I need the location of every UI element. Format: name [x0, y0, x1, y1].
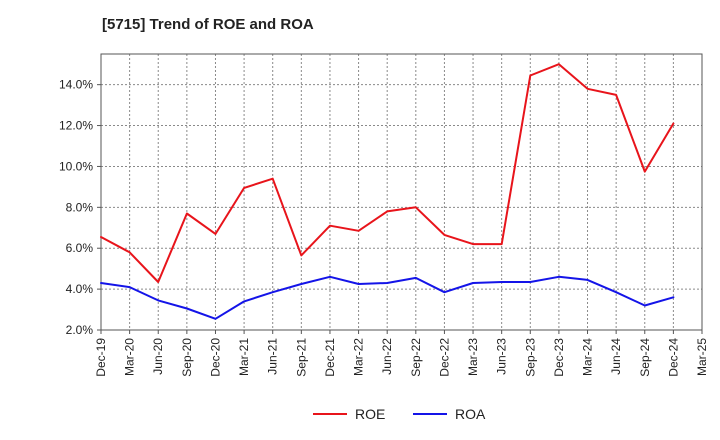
x-tick-label: Sep-22: [409, 338, 423, 377]
series-lines: [100, 63, 675, 320]
y-tick-label: 10.0%: [59, 159, 93, 173]
legend-label-roa: ROA: [455, 406, 486, 422]
chart-title: [5715] Trend of ROE and ROA: [102, 16, 314, 33]
x-tick-label: Sep-20: [180, 338, 194, 377]
x-tick-label: Jun-21: [266, 338, 280, 375]
x-tick-label: Mar-20: [123, 338, 137, 376]
x-tick-label: Mar-21: [237, 338, 251, 376]
x-tick-label: Dec-23: [552, 338, 566, 377]
x-tick-label: Dec-20: [208, 338, 222, 377]
y-tick-label: 2.0%: [66, 323, 94, 337]
y-axis: 2.0% 4.0% 6.0% 8.0% 10.0% 12.0% 14.0%: [59, 78, 101, 337]
x-tick-label: Jun-22: [380, 338, 394, 375]
y-tick-label: 4.0%: [66, 282, 94, 296]
plot-area: [100, 53, 703, 331]
y-tick-label: 14.0%: [59, 78, 93, 92]
x-tick-label: Sep-24: [638, 338, 652, 377]
x-tick-label: Mar-24: [581, 338, 595, 376]
x-tick-label: Jun-24: [609, 338, 623, 375]
x-tick-label: Mar-22: [352, 338, 366, 376]
grid-lines: [101, 54, 702, 330]
legend: ROE ROA: [313, 406, 486, 422]
y-tick-label: 8.0%: [66, 200, 94, 214]
y-tick-label: 6.0%: [66, 241, 94, 255]
x-tick-label: Dec-21: [323, 338, 337, 377]
series-line-roe: [100, 63, 675, 283]
x-tick-label: Jun-20: [151, 338, 165, 375]
legend-label-roe: ROE: [355, 406, 385, 422]
x-tick-label: Jun-23: [495, 338, 509, 375]
y-tick-label: 12.0%: [59, 119, 93, 133]
x-tick-label: Dec-22: [437, 338, 451, 377]
x-tick-label: Sep-21: [294, 338, 308, 377]
x-tick-label: Mar-23: [466, 338, 480, 376]
x-tick-label: Dec-24: [666, 338, 680, 377]
x-tick-label: Mar-25: [695, 338, 709, 376]
x-axis: Dec-19 Mar-20 Jun-20 Sep-20 Dec-20 Mar-21 Jun-…: [94, 330, 709, 377]
x-tick-label: Sep-23: [523, 338, 537, 377]
x-tick-label: Dec-19: [94, 338, 108, 377]
series-line-roa: [100, 275, 675, 320]
